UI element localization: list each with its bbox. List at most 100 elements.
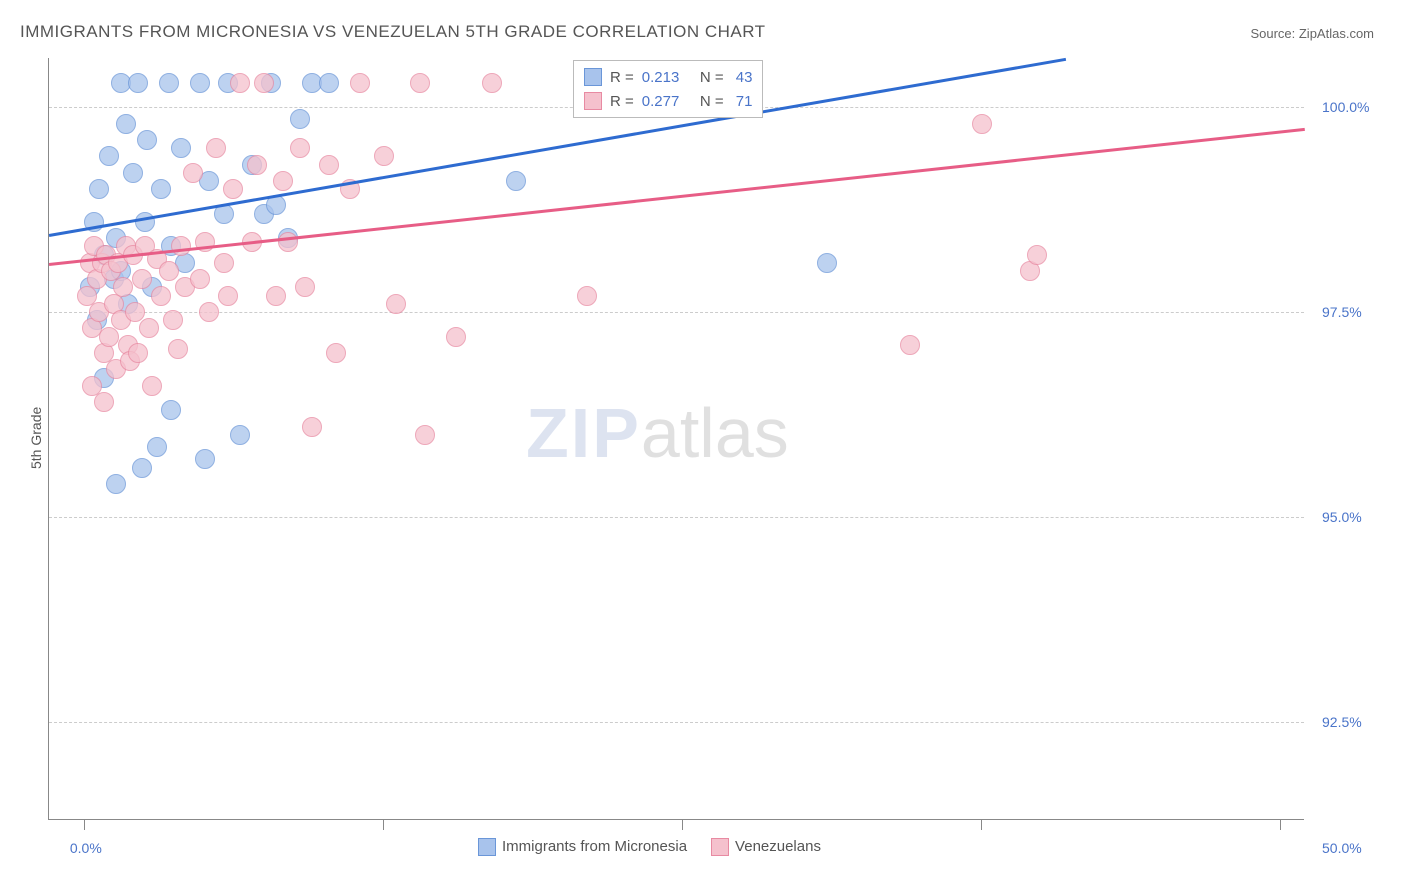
source-label: Source: ZipAtlas.com (1250, 26, 1374, 41)
data-point (163, 310, 183, 330)
data-point (171, 236, 191, 256)
x-tick (682, 820, 683, 830)
chart-title: IMMIGRANTS FROM MICRONESIA VS VENEZUELAN… (20, 22, 766, 42)
data-point (128, 73, 148, 93)
data-point (278, 232, 298, 252)
legend-n-value: 71 (736, 93, 753, 110)
data-point (295, 277, 315, 297)
data-point (206, 138, 226, 158)
data-point (446, 327, 466, 347)
gridline (49, 517, 1304, 518)
data-point (374, 146, 394, 166)
data-point (319, 73, 339, 93)
data-point (195, 449, 215, 469)
x-tick (1280, 820, 1281, 830)
data-point (247, 155, 267, 175)
y-tick-label: 100.0% (1322, 99, 1369, 115)
y-axis-label: 5th Grade (28, 407, 44, 469)
data-point (132, 458, 152, 478)
data-point (190, 73, 210, 93)
data-point (99, 146, 119, 166)
data-point (230, 425, 250, 445)
data-point (151, 179, 171, 199)
legend-n-label: N = (687, 93, 727, 110)
data-point (139, 318, 159, 338)
data-point (99, 327, 119, 347)
data-point (415, 425, 435, 445)
y-tick-label: 92.5% (1322, 714, 1362, 730)
legend-item: Venezuelans (711, 838, 821, 856)
data-point (900, 335, 920, 355)
legend-swatch (711, 838, 729, 856)
x-tick (981, 820, 982, 830)
legend-row: R = 0.213 N = 43 (584, 65, 752, 89)
legend-item: Immigrants from Micronesia (478, 838, 687, 856)
data-point (151, 286, 171, 306)
x-tick (84, 820, 85, 830)
data-point (290, 109, 310, 129)
x-tick-label-left: 0.0% (70, 840, 102, 856)
data-point (116, 114, 136, 134)
data-point (142, 376, 162, 396)
data-point (350, 73, 370, 93)
data-point (161, 400, 181, 420)
data-point (577, 286, 597, 306)
data-point (266, 195, 286, 215)
data-point (254, 73, 274, 93)
data-point (1027, 245, 1047, 265)
legend-r-value: 0.213 (642, 69, 680, 86)
data-point (273, 171, 293, 191)
data-point (218, 286, 238, 306)
data-point (168, 339, 188, 359)
legend-swatch (584, 68, 602, 86)
data-point (223, 179, 243, 199)
legend-n-label: N = (687, 69, 727, 86)
data-point (113, 277, 133, 297)
data-point (106, 474, 126, 494)
legend-r-value: 0.277 (642, 93, 680, 110)
x-tick-label-right: 50.0% (1322, 840, 1362, 856)
data-point (506, 171, 526, 191)
legend-swatch (478, 838, 496, 856)
data-point (137, 130, 157, 150)
data-point (159, 73, 179, 93)
legend-r-label: R = (610, 69, 634, 86)
data-point (147, 437, 167, 457)
data-point (183, 163, 203, 183)
legend-r-label: R = (610, 93, 634, 110)
data-point (326, 343, 346, 363)
data-point (410, 73, 430, 93)
data-point (266, 286, 286, 306)
legend-swatch (584, 92, 602, 110)
x-tick (383, 820, 384, 830)
data-point (89, 179, 109, 199)
data-point (132, 269, 152, 289)
data-point (230, 73, 250, 93)
correlation-legend: R = 0.213 N = 43 R = 0.277 N = 71 (573, 60, 763, 118)
gridline (49, 312, 1304, 313)
series-legend: Immigrants from Micronesia Venezuelans (478, 838, 821, 856)
legend-n-value: 43 (736, 69, 753, 86)
data-point (128, 343, 148, 363)
data-point (199, 302, 219, 322)
plot-area (48, 58, 1304, 820)
data-point (214, 253, 234, 273)
data-point (972, 114, 992, 134)
data-point (125, 302, 145, 322)
legend-series-name: Immigrants from Micronesia (502, 838, 687, 855)
data-point (386, 294, 406, 314)
data-point (302, 417, 322, 437)
data-point (135, 212, 155, 232)
y-tick-label: 97.5% (1322, 304, 1362, 320)
data-point (817, 253, 837, 273)
data-point (171, 138, 191, 158)
data-point (290, 138, 310, 158)
data-point (319, 155, 339, 175)
data-point (159, 261, 179, 281)
y-tick-label: 95.0% (1322, 509, 1362, 525)
gridline (49, 722, 1304, 723)
data-point (94, 392, 114, 412)
data-point (190, 269, 210, 289)
legend-row: R = 0.277 N = 71 (584, 89, 752, 113)
data-point (482, 73, 502, 93)
